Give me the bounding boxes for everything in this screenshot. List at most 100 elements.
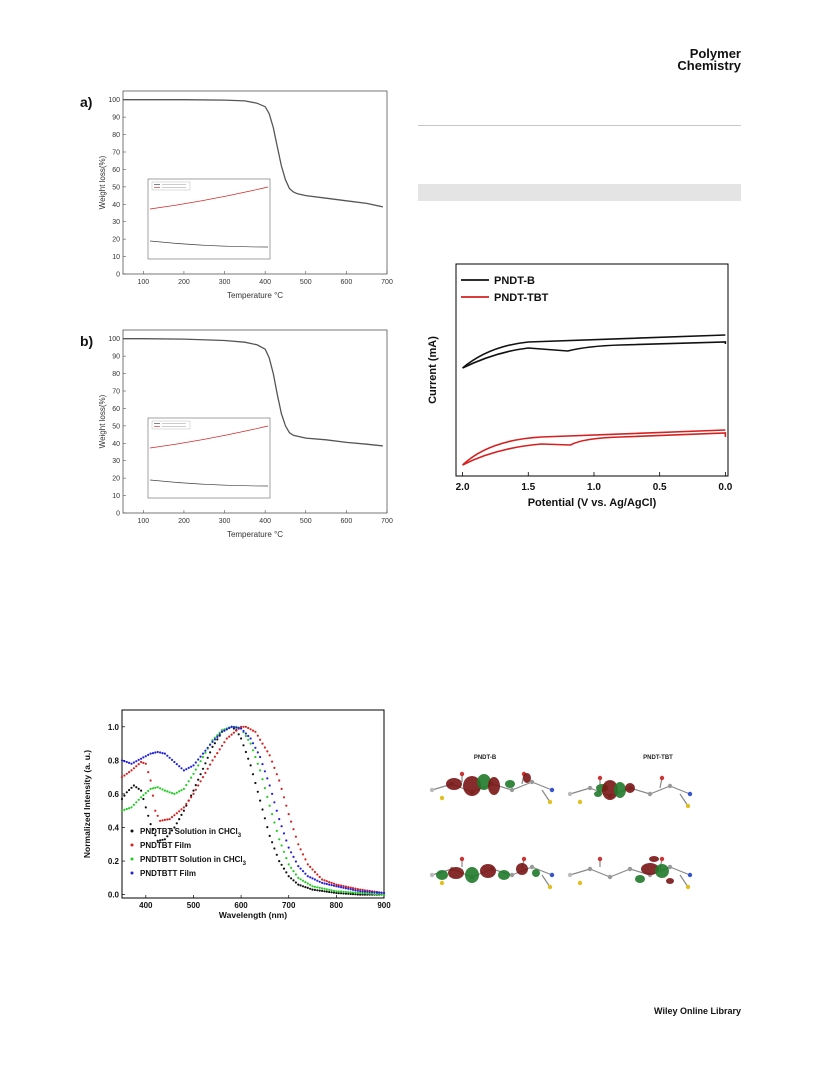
bond — [589, 868, 611, 878]
absorption-point — [240, 725, 243, 728]
atom — [607, 874, 613, 880]
absorption-point — [292, 870, 295, 873]
absorption-point — [290, 866, 293, 869]
orbital-lobe — [446, 778, 462, 790]
absorption-point — [125, 807, 128, 811]
absorption-point — [137, 763, 140, 766]
absorption-point — [213, 742, 216, 745]
absorption-point — [123, 808, 126, 811]
atom — [549, 787, 555, 793]
absorption-point — [347, 891, 350, 894]
absorption-point — [120, 776, 124, 779]
absorption-point — [294, 881, 297, 884]
absorption-point — [361, 892, 364, 895]
atom — [597, 775, 603, 781]
absorption-point — [199, 780, 202, 783]
absorption-point — [259, 799, 262, 802]
absorption-point — [251, 773, 255, 776]
absorption-point — [178, 810, 181, 813]
absorption-point — [185, 784, 188, 787]
absorption-point — [147, 814, 150, 817]
absorption-point — [306, 886, 309, 889]
absorption-point — [168, 832, 171, 835]
absorption-point — [325, 880, 328, 883]
x-axis-label: Temperature °C — [227, 291, 283, 300]
absorption-point — [204, 751, 207, 754]
caption-placeholder-bar — [418, 184, 741, 201]
atom — [521, 856, 527, 862]
absorption-point — [242, 729, 245, 733]
absorption-point — [159, 839, 162, 842]
absorption-point — [232, 726, 235, 729]
absorption-point — [244, 734, 247, 738]
absorption-point — [120, 759, 124, 762]
bond — [669, 785, 691, 795]
absorption-point — [194, 768, 197, 771]
absorption-point — [161, 819, 164, 822]
absorption-point — [197, 764, 200, 767]
absorption-point — [273, 821, 276, 824]
absorption-point — [280, 825, 283, 828]
absorption-point — [254, 746, 257, 749]
absorption-point — [282, 850, 286, 853]
absorption-point — [163, 752, 166, 755]
absorption-point — [159, 819, 162, 822]
orbital-lobe — [523, 773, 531, 783]
orbital-lobe — [488, 777, 500, 795]
absorption-point — [309, 887, 312, 890]
absorption-point — [287, 875, 290, 878]
absorption-point — [156, 839, 159, 842]
absorption-point — [123, 760, 126, 763]
absorption-point — [342, 885, 345, 888]
bond — [531, 781, 553, 791]
atom — [587, 785, 593, 791]
absorption-point — [213, 736, 216, 739]
absorption-point — [154, 834, 157, 837]
absorption-point — [311, 888, 314, 891]
inset-heating-curve — [149, 186, 269, 210]
absorption-point — [290, 820, 293, 823]
x-tick-label: 200 — [178, 279, 190, 286]
bond — [541, 789, 551, 803]
absorption-point — [140, 789, 143, 792]
absorption-point — [228, 726, 231, 730]
absorption-point — [278, 838, 281, 841]
absorption-point — [190, 796, 193, 799]
absorption-point — [161, 788, 164, 791]
absorption-point — [256, 790, 259, 793]
y-tick-label: 10 — [112, 493, 120, 500]
absorption-point — [332, 889, 336, 892]
absorption-point — [354, 887, 357, 890]
absorption-point — [218, 748, 221, 751]
absorption-point — [192, 772, 195, 775]
x-axis-label: Temperature °C — [227, 530, 283, 539]
absorption-point — [261, 763, 264, 766]
absorption-point — [371, 892, 374, 895]
y-tick-label: 90 — [112, 354, 120, 361]
absorption-point — [163, 838, 166, 841]
absorption-point — [132, 761, 135, 764]
absorption-point — [275, 829, 278, 832]
y-tick-label: 70 — [112, 389, 120, 396]
absorption-point — [170, 758, 174, 761]
absorption-point — [142, 756, 145, 759]
absorption-point — [242, 725, 245, 728]
absorption-point — [147, 789, 150, 793]
absorption-point — [328, 890, 331, 894]
y-axis-label: Weight loss(%) — [98, 155, 107, 209]
absorption-point — [197, 778, 200, 781]
atom — [459, 856, 465, 862]
pndt-b-homo — [429, 771, 555, 805]
orbital-lobe — [532, 869, 540, 877]
absorption-point — [287, 846, 290, 849]
atom — [659, 856, 665, 862]
absorption-point — [290, 877, 293, 880]
absorption-point — [175, 791, 178, 794]
bond — [531, 866, 553, 876]
absorption-point — [306, 875, 309, 878]
absorption-point — [247, 734, 250, 738]
atom — [567, 791, 573, 797]
atom — [509, 787, 515, 793]
absorption-point — [323, 882, 326, 885]
absorption-point — [275, 853, 278, 856]
